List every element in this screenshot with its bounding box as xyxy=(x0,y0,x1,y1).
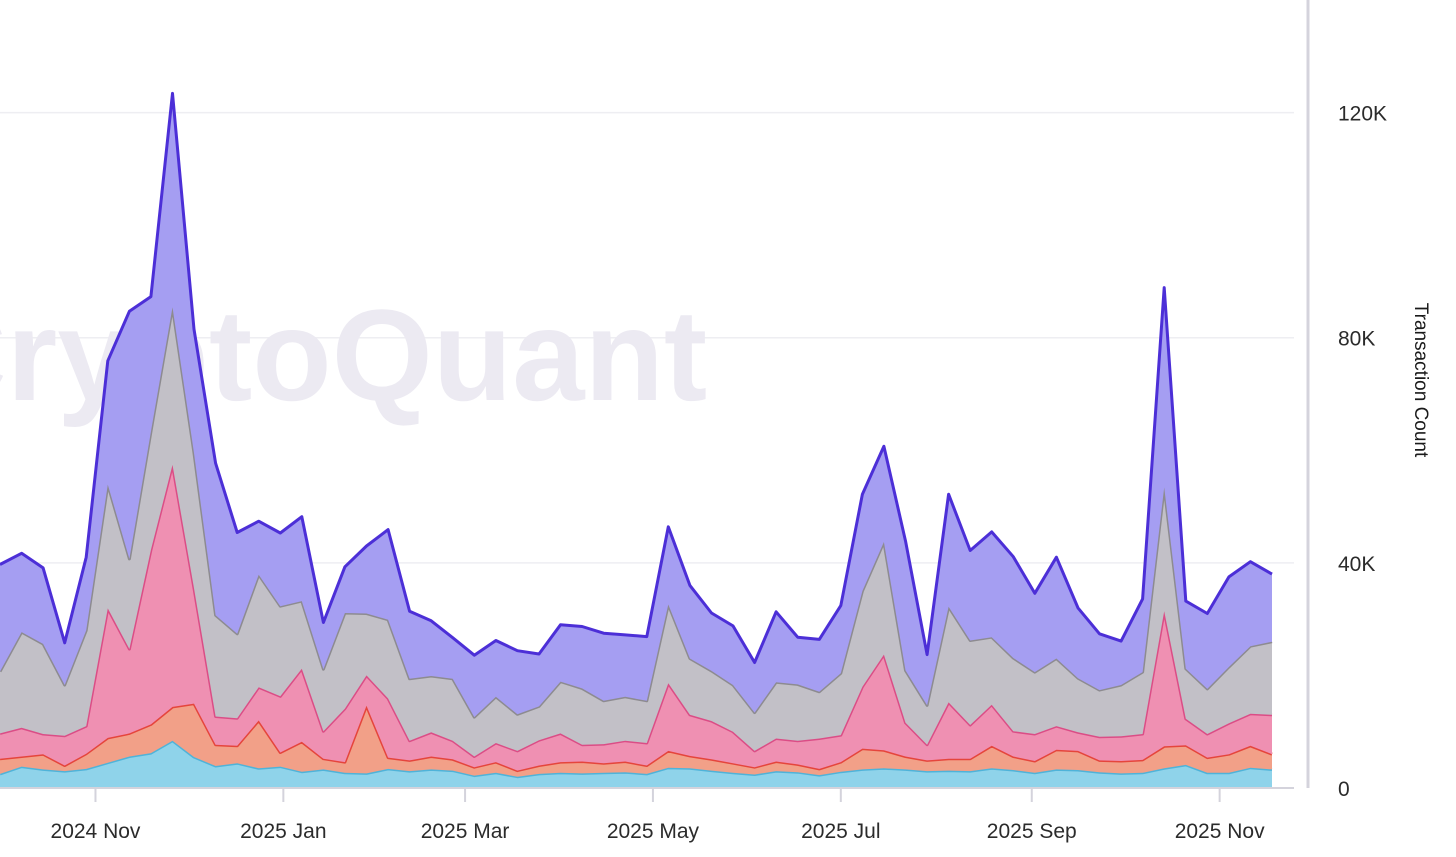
series-3-area xyxy=(0,464,1272,771)
x-tick-label: 2025 Jul xyxy=(801,820,880,843)
x-tick-label: 2025 Nov xyxy=(1175,820,1265,843)
y-tick-label: 120K xyxy=(1338,103,1387,126)
y-axis-title: Transaction Count xyxy=(1410,303,1431,458)
x-tick-label: 2025 Sep xyxy=(987,820,1077,843)
series-5-line xyxy=(0,91,1273,664)
series-2-area xyxy=(0,703,1272,777)
y-tick-label: 80K xyxy=(1338,328,1375,351)
x-tick-label: 2025 May xyxy=(607,820,700,843)
x-tick-label: 2024 Nov xyxy=(51,820,141,843)
y-tick-label: 40K xyxy=(1338,553,1375,576)
y-tick-label: 0 xyxy=(1338,778,1350,801)
x-axis-ticks: 2024 Nov 2025 Jan 2025 Mar 2025 May 2025 Jul… xyxy=(51,788,1265,843)
series-1-area xyxy=(0,740,1272,788)
x-tick-label: 2025 Jan xyxy=(240,820,326,843)
y-axis-ticks: 0 40K 80K 120K xyxy=(1338,103,1387,801)
axes xyxy=(0,0,1310,789)
series-5-area xyxy=(0,93,1272,718)
series-areas xyxy=(0,91,1273,788)
series-4-area xyxy=(0,307,1272,757)
x-tick-label: 2025 Mar xyxy=(421,820,510,843)
